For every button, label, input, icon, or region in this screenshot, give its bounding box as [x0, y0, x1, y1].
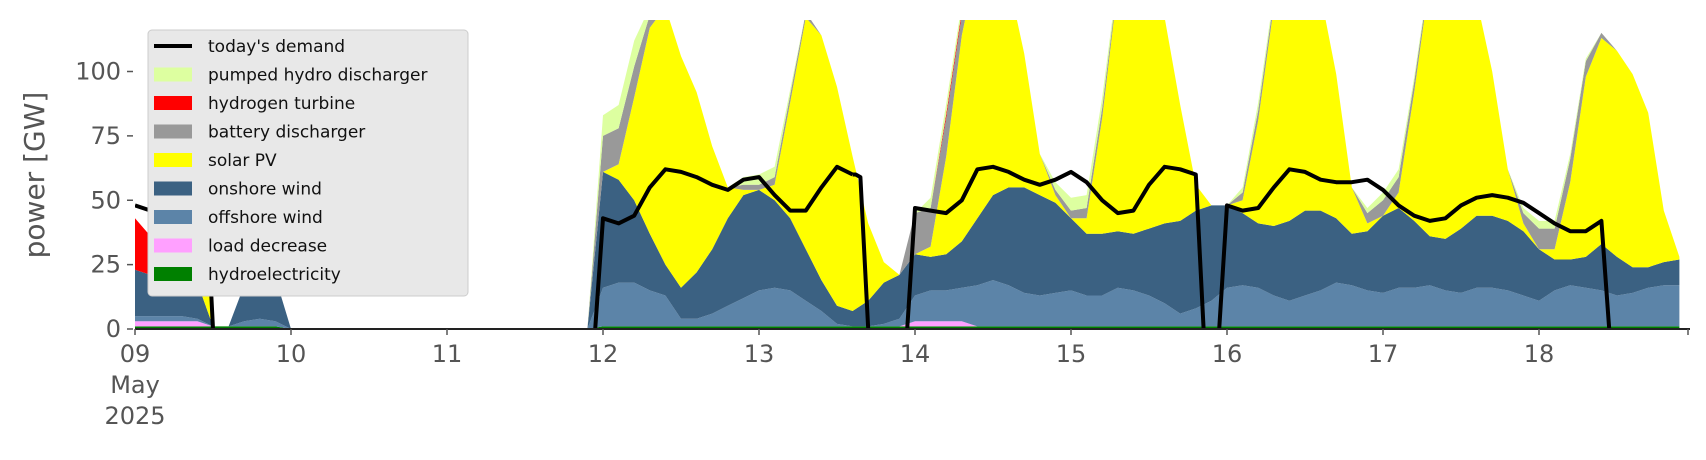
x-tick-label: 16 — [1212, 340, 1243, 368]
demand-segment — [852, 172, 871, 329]
legend-swatch — [154, 124, 192, 139]
legend-swatch — [154, 67, 192, 82]
x-tick-label: 17 — [1368, 340, 1399, 368]
legend-swatch — [154, 96, 192, 110]
x-tick-label: 12 — [588, 340, 619, 368]
legend-swatch — [154, 210, 192, 224]
x-tick-label: May — [110, 371, 160, 399]
y-tick-label: 50 — [90, 186, 121, 214]
legend-label: offshore wind — [208, 208, 323, 228]
demand-segment — [593, 164, 854, 329]
legend-label: battery discharger — [208, 123, 365, 143]
legend-swatch — [154, 153, 192, 167]
y-axis-title: power [GW] — [18, 92, 51, 259]
x-tick-label: 09 — [120, 340, 151, 368]
legend-box — [147, 29, 469, 297]
legend-swatch — [154, 181, 192, 196]
x-tick-label: 13 — [744, 340, 775, 368]
y-tick-label: 0 — [106, 315, 121, 343]
demand-segment — [905, 164, 1206, 329]
demand-segment — [1217, 167, 1612, 329]
x-tick-label: 2025 — [104, 402, 165, 430]
y-tick-label: 75 — [90, 122, 121, 150]
legend-label: onshore wind — [208, 180, 322, 200]
x-tick-label: 11 — [432, 340, 463, 368]
legend: today's demand pumped hydro discharger hyd… — [147, 29, 469, 297]
legend-label: load decrease — [208, 237, 327, 257]
legend-swatch — [154, 267, 192, 281]
tick-labels: 09 May 2025 10 11 12 13 14 15 16 17 18 0 25 50 75 100 — [75, 58, 1554, 431]
area-offshore-wind — [135, 280, 1680, 329]
axes — [127, 70, 1690, 335]
y-tick-label: 25 — [90, 251, 121, 279]
legend-swatch — [154, 238, 192, 253]
x-tick-label: 15 — [1056, 340, 1087, 368]
legend-label: hydroelectricity — [208, 265, 341, 285]
x-tick-label: 18 — [1524, 340, 1555, 368]
x-tick-label: 10 — [276, 340, 307, 368]
area-solar-pv — [135, 20, 1680, 329]
legend-label: solar PV — [208, 151, 277, 171]
y-tick-label: 100 — [75, 58, 121, 86]
legend-label: hydrogen turbine — [208, 94, 355, 114]
legend-label: today's demand — [208, 37, 345, 57]
x-tick-label: 14 — [900, 340, 931, 368]
area-onshore-wind — [135, 171, 1680, 329]
legend-label: pumped hydro discharger — [208, 66, 427, 86]
